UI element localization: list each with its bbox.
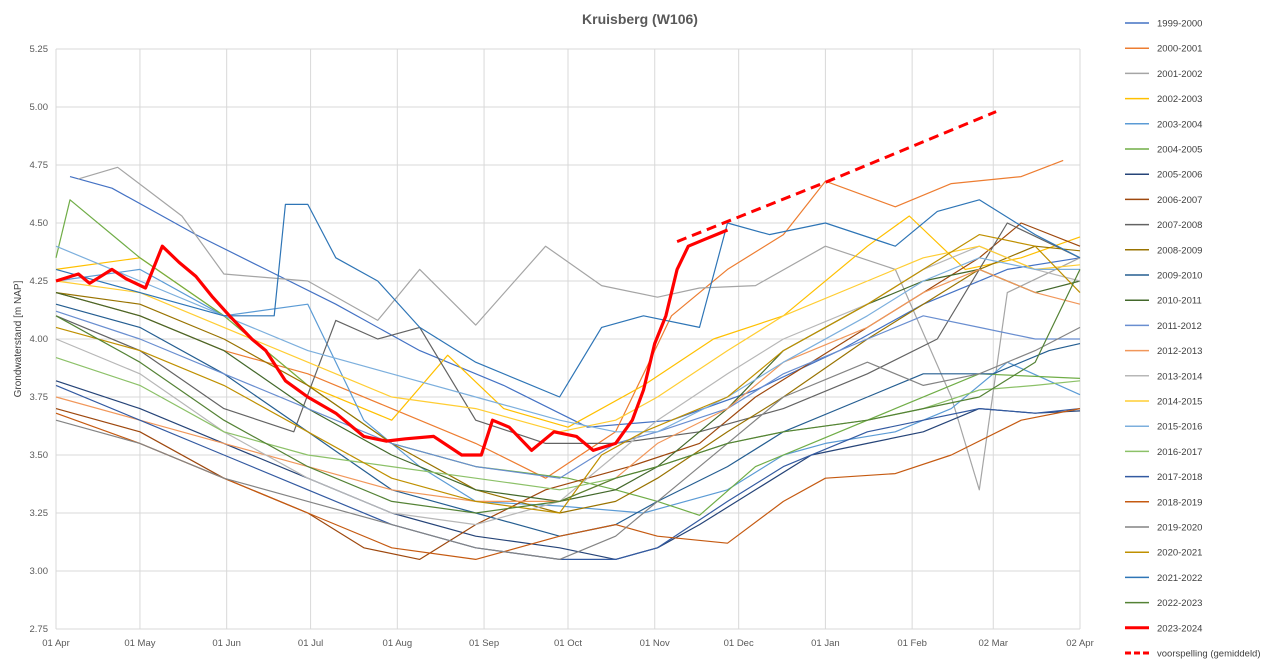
y-tick-label: 5.00: [30, 102, 49, 113]
x-tick-label: 01 Jun: [212, 638, 241, 649]
chart-title: Kruisberg (W106): [582, 11, 698, 27]
legend-label-2003-2004: 2003-2004: [1157, 119, 1202, 130]
x-tick-label: 01 Sep: [469, 638, 499, 649]
legend-label-2015-2016: 2015-2016: [1157, 422, 1202, 433]
y-axis-label: Grondwaterstand [m NAP]: [13, 280, 24, 397]
x-ticks: 01 Apr 01 May 01 Jun 01 Jul 01 Aug 01 Sep 01 O…: [42, 638, 1093, 649]
y-tick-label: 4.75: [30, 160, 49, 171]
legend-label-2005-2006: 2005-2006: [1157, 170, 1202, 181]
legend-label-2022-2023: 2022-2023: [1157, 598, 1202, 609]
series-line-2010-2011: [55, 268, 1081, 502]
legend-label-2013-2014: 2013-2014: [1157, 371, 1202, 382]
series-lines: [55, 110, 1081, 561]
x-tick-label: 01 Nov: [640, 638, 670, 649]
legend-label-2011-2012: 2011-2012: [1157, 321, 1202, 332]
series-line-2021-2022: [55, 199, 1081, 398]
legend-label-2016-2017: 2016-2017: [1157, 447, 1202, 458]
legend-label-voorspelling-gemiddeld: voorspelling (gemiddeld): [1157, 649, 1261, 660]
legend-label-2010-2011: 2010-2011: [1157, 296, 1202, 307]
x-tick-label: 01 Feb: [897, 638, 927, 649]
y-tick-label: 4.00: [30, 334, 49, 345]
series-line-2019-2020: [55, 326, 1081, 561]
series-line-2007-2008: [55, 222, 1081, 444]
y-tick-label: 3.25: [30, 508, 49, 519]
x-tick-label: 01 Dec: [724, 638, 754, 649]
legend-label-2012-2013: 2012-2013: [1157, 346, 1202, 357]
legend-label-2018-2019: 2018-2019: [1157, 497, 1202, 508]
legend-label-2004-2005: 2004-2005: [1157, 145, 1202, 156]
x-tick-label: 01 May: [124, 638, 155, 649]
series-line-2018-2019: [55, 408, 1081, 561]
y-tick-label: 2.75: [30, 624, 49, 635]
x-tick-label: 01 Jul: [298, 638, 323, 649]
series-line-1999-2000: [69, 176, 1081, 428]
series-line-2001-2002: [78, 166, 1081, 491]
legend-label-2001-2002: 2001-2002: [1157, 69, 1202, 80]
y-ticks: 5.25 5.00 4.75 4.50 4.25 4.00 3.75 3.50 3.25 3.00…: [30, 44, 49, 635]
x-tick-label: 01 Aug: [383, 638, 413, 649]
y-tick-label: 3.75: [30, 392, 49, 403]
legend-label-2023-2024: 2023-2024: [1157, 623, 1202, 634]
series-line-2013-2014: [55, 245, 1081, 526]
y-tick-label: 4.50: [30, 218, 49, 229]
legend-label-2006-2007: 2006-2007: [1157, 195, 1202, 206]
legend-label-2002-2003: 2002-2003: [1157, 94, 1202, 105]
y-tick-label: 3.50: [30, 450, 49, 461]
x-tick-label: 01 Oct: [554, 638, 582, 649]
legend-label-2021-2022: 2021-2022: [1157, 573, 1202, 584]
y-tick-label: 3.00: [30, 566, 49, 577]
x-tick-label: 01 Jan: [811, 638, 840, 649]
y-tick-label: 4.25: [30, 276, 49, 287]
legend-label-1999-2000: 1999-2000: [1157, 19, 1202, 30]
series-line-2009-2010: [55, 303, 1081, 537]
series-line-2015-2016: [55, 245, 1080, 433]
x-tick-label: 02 Apr: [1066, 638, 1093, 649]
legend: 1999-2000 2000-2001 2001-2002 2002-2003 2003…: [1125, 19, 1261, 660]
series-line-2022-2023: [55, 269, 1081, 514]
series-line-2004-2005: [55, 199, 1081, 516]
legend-label-2020-2021: 2020-2021: [1157, 548, 1202, 559]
legend-label-2014-2015: 2014-2015: [1157, 397, 1202, 408]
series-line-2017-2018: [55, 384, 1081, 561]
x-tick-label: 02 Mar: [978, 638, 1008, 649]
legend-label-2009-2010: 2009-2010: [1157, 271, 1202, 282]
series-line-voorspelling-gemiddeld: [676, 110, 997, 243]
y-tick-label: 5.25: [30, 44, 49, 55]
series-line-2023-2024: [55, 228, 729, 457]
legend-label-2007-2008: 2007-2008: [1157, 220, 1202, 231]
legend-label-2008-2009: 2008-2009: [1157, 245, 1202, 256]
legend-label-2019-2020: 2019-2020: [1157, 523, 1202, 534]
x-tick-label: 01 Apr: [42, 638, 69, 649]
legend-label-2000-2001: 2000-2001: [1157, 44, 1202, 55]
series-line-2008-2009: [55, 245, 1081, 514]
legend-label-2017-2018: 2017-2018: [1157, 472, 1202, 483]
series-line-2020-2021: [55, 234, 1081, 514]
